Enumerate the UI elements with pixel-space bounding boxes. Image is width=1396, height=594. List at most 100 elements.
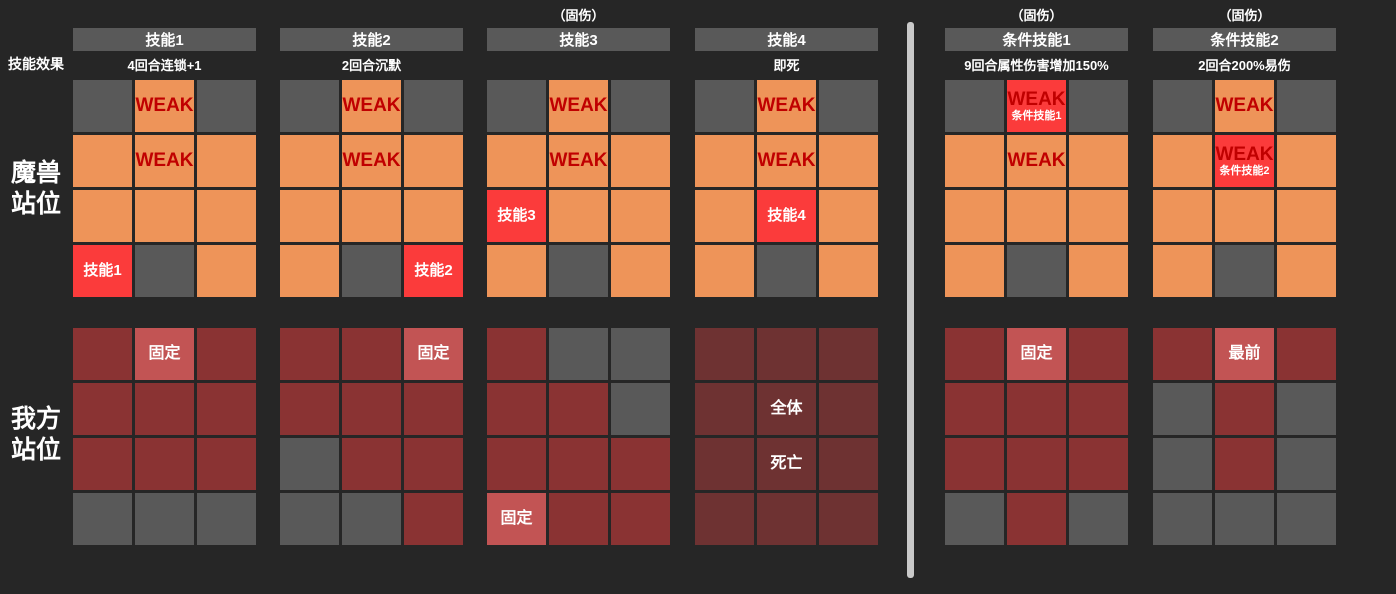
- player-cell-r3c1: [73, 438, 132, 490]
- monster-cell-r1c3: [197, 80, 256, 132]
- cond-skill-2-effect-text: 2回合200%易伤: [1198, 58, 1291, 73]
- player-cell-r4c3: [1069, 493, 1128, 545]
- player-cell-r4c2: [342, 493, 401, 545]
- player-cell-r2c3: [1069, 383, 1128, 435]
- player-cell-r2c2: [1215, 383, 1274, 435]
- monster-cell-r1c3: [404, 80, 463, 132]
- player-cell-r3c1: [487, 438, 546, 490]
- player-cell-r3c3: [1277, 438, 1336, 490]
- monster-cell-r3c1: 技能3: [487, 190, 546, 242]
- player-cell-r3c1: [945, 438, 1004, 490]
- player-cell-r3c2: [549, 438, 608, 490]
- cell-label: 固定: [500, 510, 533, 528]
- player-cell-r4c1: [945, 493, 1004, 545]
- player-cell-r1c2: 最前: [1215, 328, 1274, 380]
- player-cell-r2c1: [73, 383, 132, 435]
- monster-cell-r1c3: [1069, 80, 1128, 132]
- player-cell-r3c3: [197, 438, 256, 490]
- player-cell-r1c2: 固定: [1007, 328, 1066, 380]
- cell-label: 技能3: [497, 206, 536, 224]
- fixed-damage-tag: （固伤）: [1218, 8, 1271, 23]
- monster-cell-r3c2: [1215, 190, 1274, 242]
- monster-cell-r4c3: 技能2: [404, 245, 463, 297]
- player-cell-r2c1: [280, 383, 339, 435]
- player-cell-r1c1: [695, 328, 754, 380]
- player-cell-r1c2: [757, 328, 816, 380]
- player-cell-r2c2: [342, 383, 401, 435]
- monster-cell-r4c1: 技能1: [73, 245, 132, 297]
- player-cell-r2c1: [487, 383, 546, 435]
- player-cell-r3c2: [1215, 438, 1274, 490]
- player-cell-r2c2: [1007, 383, 1066, 435]
- monster-cell-r3c2: [342, 190, 401, 242]
- monster-cell-r2c1: [73, 135, 132, 187]
- player-cell-r3c3: [404, 438, 463, 490]
- skill-3-monster-grid: WEAK WEAK 技能3: [487, 80, 670, 297]
- fixed-damage-tag: （固伤）: [552, 8, 605, 23]
- monster-cell-r3c3: [611, 190, 670, 242]
- monster-cell-r4c3: [611, 245, 670, 297]
- skill-1-effect-text: 4回合连锁+1: [127, 58, 202, 73]
- player-cell-r4c2: [549, 493, 608, 545]
- cell-label: WEAK: [1007, 150, 1066, 172]
- monster-cell-r3c2: [135, 190, 194, 242]
- cell-label: 固定: [417, 345, 450, 363]
- monster-cell-r2c3: [819, 135, 878, 187]
- monster-cell-r2c1: [487, 135, 546, 187]
- cell-label: 技能1: [83, 261, 122, 279]
- monster-cell-r3c1: [695, 190, 754, 242]
- monster-cell-r4c2: [135, 245, 194, 297]
- player-cell-r4c3: [197, 493, 256, 545]
- monster-cell-r3c1: [73, 190, 132, 242]
- cond-skill-2-monster-grid: WEAK WEAK 条件技能2: [1153, 80, 1336, 297]
- player-cell-r2c1: [695, 383, 754, 435]
- monster-cell-r4c1: [1153, 245, 1212, 297]
- monster-cell-r4c3: [1277, 245, 1336, 297]
- monster-cell-r1c2: WEAK: [135, 80, 194, 132]
- player-cell-r3c3: [819, 438, 878, 490]
- skill-1-header: 技能1: [73, 28, 256, 51]
- player-cell-r3c1: [1153, 438, 1212, 490]
- monster-cell-r1c1: [73, 80, 132, 132]
- player-cell-r3c1: [280, 438, 339, 490]
- monster-cell-r2c1: [945, 135, 1004, 187]
- player-cell-r4c3: [404, 493, 463, 545]
- cell-sublabel: 条件技能1: [1011, 110, 1062, 123]
- player-cell-r3c2: [1007, 438, 1066, 490]
- monster-cell-r2c1: [1153, 135, 1212, 187]
- monster-cell-r3c1: [1153, 190, 1212, 242]
- cell-label: 技能2: [414, 261, 453, 279]
- monster-cell-r3c3: [1069, 190, 1128, 242]
- monster-cell-r4c3: [819, 245, 878, 297]
- player-cell-r3c3: [1069, 438, 1128, 490]
- player-cell-r1c3: [197, 328, 256, 380]
- player-cell-r3c2: 死亡: [757, 438, 816, 490]
- monster-cell-r4c1: [945, 245, 1004, 297]
- player-cell-r4c3: [819, 493, 878, 545]
- monster-cell-r1c1: [945, 80, 1004, 132]
- monster-position-label: 魔兽 站位: [10, 159, 61, 218]
- cell-label: WEAK: [549, 95, 608, 117]
- player-cell-r2c2: 全体: [757, 383, 816, 435]
- cond-skill-2-header: 条件技能2: [1153, 28, 1336, 51]
- player-cell-r4c2: [1215, 493, 1274, 545]
- monster-cell-r2c2: WEAK: [757, 135, 816, 187]
- player-cell-r2c2: [549, 383, 608, 435]
- cond-skill-2-player-grid: 最前: [1153, 328, 1336, 545]
- player-cell-r1c1: [1153, 328, 1212, 380]
- cell-label: WEAK: [1215, 95, 1274, 117]
- monster-cell-r2c3: [611, 135, 670, 187]
- player-cell-r2c2: [135, 383, 194, 435]
- cell-label: WEAK: [757, 95, 816, 117]
- monster-cell-r3c1: [280, 190, 339, 242]
- monster-cell-r4c3: [197, 245, 256, 297]
- monster-cell-r1c3: [819, 80, 878, 132]
- player-cell-r1c1: [73, 328, 132, 380]
- skill-3-header: 技能3: [487, 28, 670, 51]
- monster-cell-r1c2: WEAK: [549, 80, 608, 132]
- player-cell-r4c3: [1277, 493, 1336, 545]
- monster-cell-r4c1: [695, 245, 754, 297]
- skill-2-player-grid: 固定: [280, 328, 463, 545]
- monster-cell-r2c2: WEAK 条件技能2: [1215, 135, 1274, 187]
